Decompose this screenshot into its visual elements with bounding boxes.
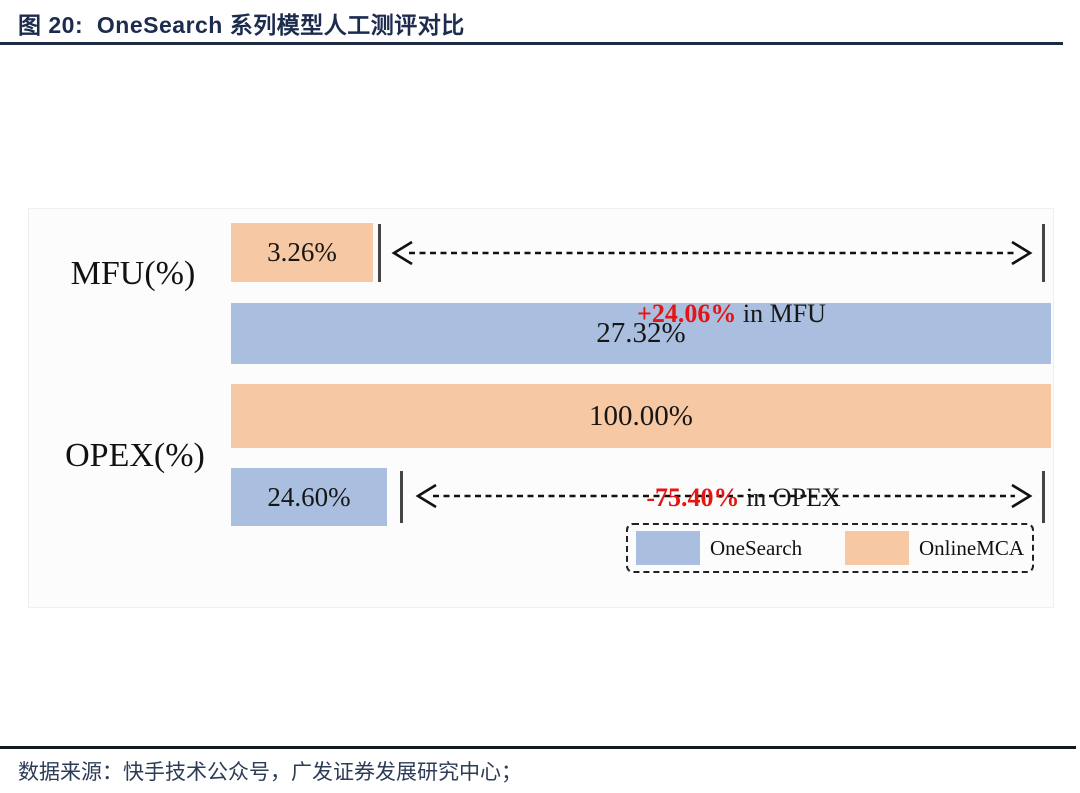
comparison-bar-chart: MFU(%) OPEX(%) 3.26% 27.32% 100.00% 24.6… xyxy=(28,208,1054,608)
legend-label-onlinemca: OnlineMCA xyxy=(919,535,1024,560)
bar-value-label: 100.00% xyxy=(589,400,693,432)
bar-onesearch-mfu: 27.32% xyxy=(231,303,1051,364)
dashed-arrow-mfu xyxy=(391,240,1033,266)
footer-rule xyxy=(0,746,1076,749)
annotation-delta: +24.06% xyxy=(637,299,737,328)
range-tick-mfu-left xyxy=(378,224,381,282)
category-label-opex: OPEX(%) xyxy=(65,437,205,474)
bar-onesearch-opex: 24.60% xyxy=(231,468,387,526)
bar-value-label: 24.60% xyxy=(267,482,351,512)
legend-swatch-onesearch xyxy=(636,531,700,565)
figure-title: 图 20: OneSearch 系列模型人工测评对比 xyxy=(18,12,465,38)
range-tick-opex-left xyxy=(400,471,403,523)
annotation-opex: -75.40% in OPEX xyxy=(413,453,1035,543)
bar-value-label: 3.26% xyxy=(267,237,337,267)
dashed-arrow-opex xyxy=(415,483,1033,509)
annotation-mfu: +24.06% in MFU xyxy=(389,269,1035,359)
legend-swatch-onlinemca xyxy=(845,531,909,565)
data-source: 数据来源：快手技术公众号，广发证券发展研究中心； xyxy=(18,760,522,784)
category-label-mfu: MFU(%) xyxy=(70,255,196,292)
bar-onlinemca-mfu: 3.26% xyxy=(231,223,373,282)
range-tick-opex-right xyxy=(1042,471,1045,523)
title-rule xyxy=(0,42,1063,45)
bar-value-label: 27.32% xyxy=(596,317,686,349)
bar-onlinemca-opex: 100.00% xyxy=(231,384,1051,448)
range-tick-mfu-right xyxy=(1042,224,1045,282)
legend-label-onesearch: OneSearch xyxy=(710,535,803,560)
annotation-delta: -75.40% xyxy=(646,483,740,512)
annotation-suffix: in MFU xyxy=(736,299,826,328)
annotation-suffix: in OPEX xyxy=(739,483,841,512)
legend: OneSearch OnlineMCA xyxy=(626,523,1034,573)
